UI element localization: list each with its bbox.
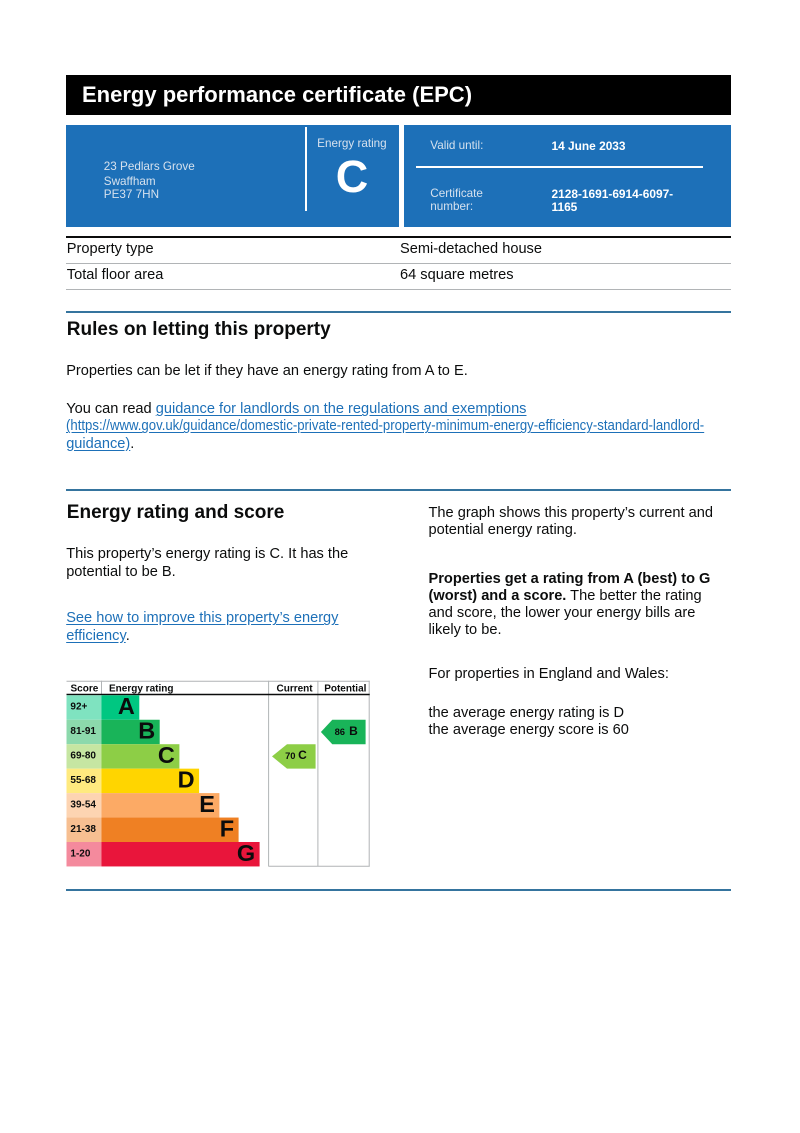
svg-text:70: 70	[285, 750, 295, 761]
svg-text:Energy rating: Energy rating	[109, 684, 173, 695]
svg-text:39-54: 39-54	[70, 800, 96, 811]
svg-text:55-68: 55-68	[70, 775, 96, 786]
svg-text:Current: Current	[277, 684, 314, 695]
svg-text:C: C	[158, 742, 175, 768]
svg-text:1-20: 1-20	[70, 848, 90, 859]
svg-text:Potential: Potential	[324, 684, 366, 695]
svg-text:A: A	[118, 693, 135, 719]
svg-text:F: F	[220, 815, 234, 841]
svg-text:C: C	[298, 748, 307, 762]
svg-text:Score: Score	[71, 684, 99, 695]
svg-text:81-91: 81-91	[70, 726, 96, 737]
svg-text:E: E	[199, 791, 215, 817]
svg-text:69-80: 69-80	[70, 751, 96, 762]
svg-text:86: 86	[335, 726, 345, 737]
svg-text:G: G	[237, 840, 255, 866]
svg-text:B: B	[349, 724, 358, 738]
svg-text:D: D	[178, 766, 195, 792]
svg-text:B: B	[138, 718, 155, 744]
svg-text:21-38: 21-38	[70, 824, 96, 835]
svg-text:92+: 92+	[70, 702, 87, 713]
